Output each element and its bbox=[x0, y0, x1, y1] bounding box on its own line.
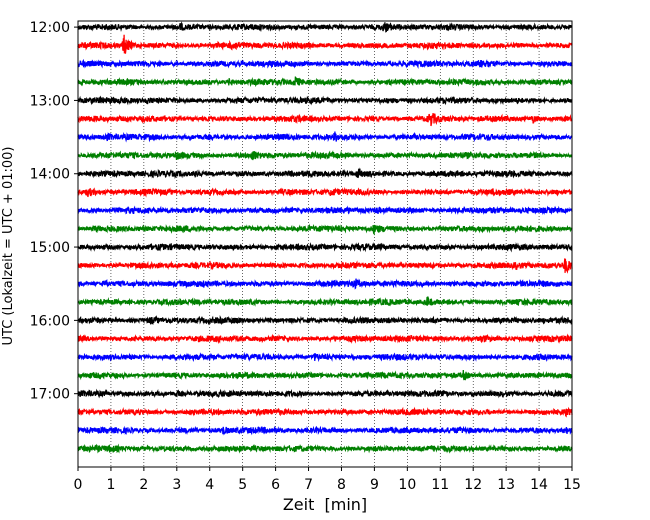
y-tick-label: 13:00 bbox=[30, 93, 70, 109]
x-axis: 0 1 2 3 4 5 6 7 8 9 10 11 12 13 14 15 bbox=[74, 467, 581, 493]
seismic-trace bbox=[77, 95, 573, 106]
seismic-trace bbox=[77, 278, 573, 290]
seismic-trace bbox=[77, 333, 573, 345]
x-tick-label: 12 bbox=[464, 477, 482, 493]
seismic-trace bbox=[77, 205, 573, 216]
x-tick-label: 15 bbox=[563, 477, 581, 493]
seismic-trace bbox=[77, 296, 573, 307]
x-tick-label: 8 bbox=[337, 477, 346, 493]
y-tick-label: 15:00 bbox=[30, 240, 70, 256]
seismic-trace bbox=[77, 131, 573, 143]
x-tick-label: 13 bbox=[497, 477, 515, 493]
seismic-trace bbox=[77, 21, 573, 33]
seismic-trace bbox=[77, 113, 573, 127]
seismic-trace bbox=[77, 76, 573, 88]
seismic-trace bbox=[77, 406, 573, 418]
x-tick-label: 2 bbox=[139, 477, 148, 493]
vertical-grid bbox=[110, 21, 540, 467]
seismic-trace bbox=[77, 34, 573, 54]
trace-group bbox=[77, 21, 573, 454]
x-tick-label: 1 bbox=[106, 477, 115, 493]
x-tick-label: 6 bbox=[271, 477, 280, 493]
y-tick-label: 17:00 bbox=[30, 387, 70, 403]
x-tick-label: 14 bbox=[530, 477, 548, 493]
seismic-trace bbox=[77, 242, 573, 253]
seismic-trace bbox=[77, 369, 573, 381]
seismic-trace bbox=[77, 425, 573, 436]
plot-frame bbox=[77, 20, 573, 468]
x-tick-label: 4 bbox=[205, 477, 214, 493]
seismic-trace bbox=[77, 167, 573, 179]
seismic-trace bbox=[77, 314, 573, 326]
x-axis-title: Zeit [min] bbox=[283, 495, 367, 514]
seismic-trace bbox=[77, 186, 573, 198]
y-tick-label: 14:00 bbox=[30, 167, 70, 183]
seismic-trace bbox=[77, 58, 573, 70]
seismic-trace bbox=[77, 351, 573, 363]
y-axis: 12:00 13:00 14:00 15:00 16:00 17:00 bbox=[30, 20, 78, 403]
y-axis-title: UTC (Lokalzeit = UTC + 01:00) bbox=[1, 147, 16, 346]
x-tick-label: 7 bbox=[304, 477, 313, 493]
seismic-trace bbox=[77, 443, 573, 454]
x-tick-label: 11 bbox=[431, 477, 449, 493]
x-tick-label: 10 bbox=[398, 477, 416, 493]
seismic-trace bbox=[77, 150, 573, 161]
x-tick-label: 0 bbox=[74, 477, 83, 493]
seismic-trace bbox=[77, 388, 573, 399]
x-tick-label: 5 bbox=[238, 477, 247, 493]
x-tick-label: 3 bbox=[172, 477, 181, 493]
seismic-trace bbox=[77, 223, 573, 236]
x-tick-label: 9 bbox=[370, 477, 379, 493]
y-tick-label: 12:00 bbox=[30, 20, 70, 36]
seismic-trace bbox=[77, 258, 573, 274]
y-tick-label: 16:00 bbox=[30, 313, 70, 329]
